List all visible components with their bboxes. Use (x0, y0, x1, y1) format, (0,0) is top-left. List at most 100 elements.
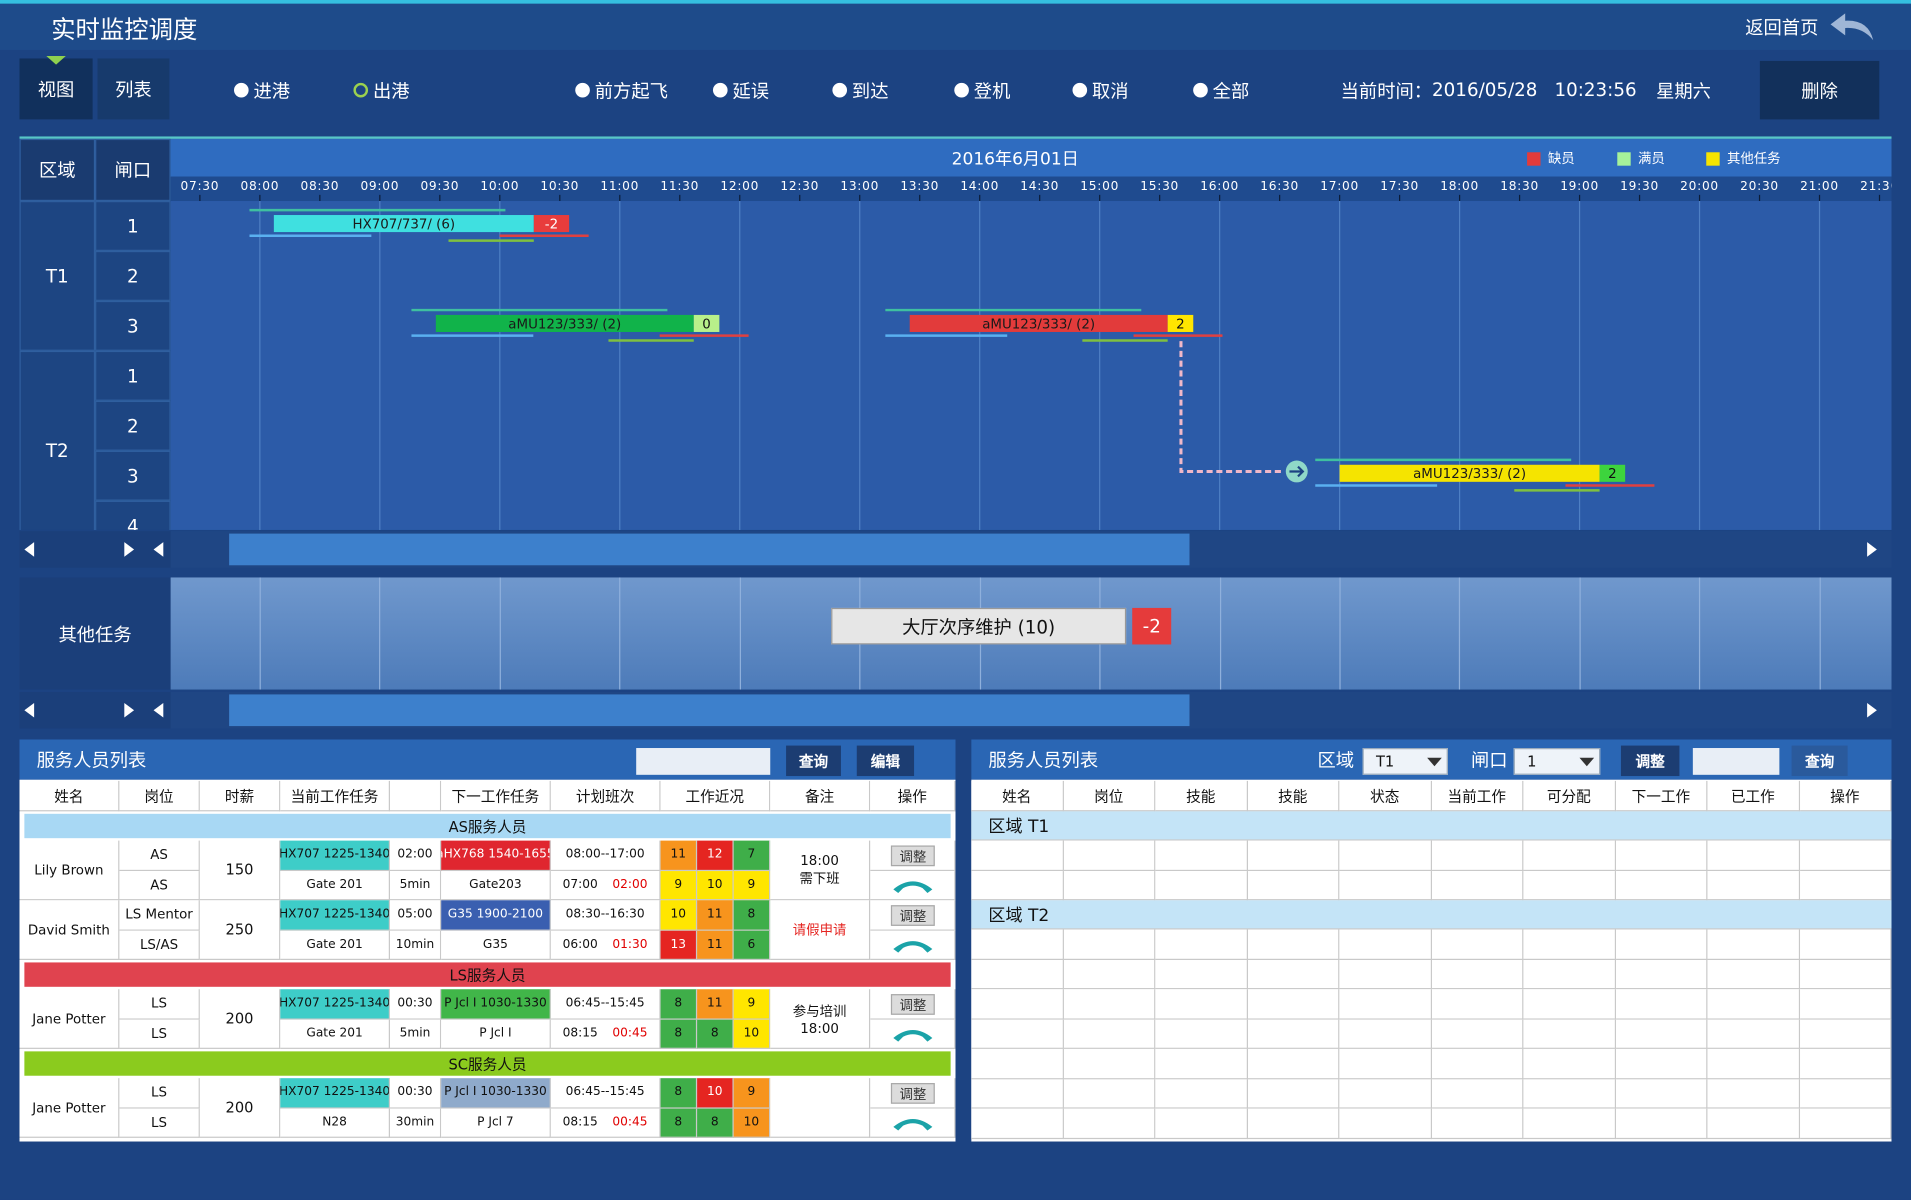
time-tick-label: 11:00 (600, 179, 639, 193)
table-cell (1155, 1078, 1248, 1109)
scroll-thumb[interactable] (229, 533, 1190, 566)
filter-label[interactable]: 全部 (1212, 79, 1250, 102)
cell-divider (259, 577, 261, 690)
table-cell (971, 1078, 1064, 1109)
scroll-arrow[interactable] (1867, 542, 1877, 557)
filter-label[interactable]: 出港 (372, 79, 410, 102)
gate-cell: 2 (95, 250, 171, 301)
filter-radio[interactable] (234, 82, 249, 98)
table-cell (1431, 989, 1524, 1020)
status-cell: 8 (660, 1108, 698, 1138)
role-cell: LS (119, 989, 200, 1020)
table-cell (1707, 929, 1800, 960)
status-cell: 8 (660, 1078, 698, 1109)
call-icon[interactable] (891, 1025, 935, 1042)
home-link[interactable]: 返回首页 (1745, 16, 1819, 39)
scroll-arrow[interactable] (124, 702, 135, 718)
table-cell (1707, 1019, 1800, 1049)
header-cell: 下一工作 (1615, 780, 1708, 812)
table-cell (1615, 1048, 1708, 1079)
back-icon[interactable] (1828, 10, 1877, 44)
scroll-arrow[interactable] (124, 542, 135, 557)
call-icon[interactable] (891, 1114, 935, 1131)
header-cell (390, 780, 442, 812)
header-cell: 技能 (1155, 780, 1248, 812)
filter-radio[interactable] (575, 82, 590, 98)
adjust-button[interactable]: 调整 (890, 994, 935, 1015)
call-icon[interactable] (891, 877, 935, 894)
filter-radio[interactable] (353, 82, 369, 98)
filter-radio[interactable] (1072, 82, 1088, 98)
adjust-button[interactable]: 调整 (890, 845, 935, 867)
operation-cell (870, 1108, 956, 1138)
view-tab[interactable]: 列表 (97, 58, 170, 120)
role-cell: AS (119, 870, 200, 901)
status-cell: 10 (733, 1019, 771, 1049)
adjust-button[interactable]: 调整 (890, 905, 935, 926)
table-cell (1615, 929, 1708, 960)
filter-radio[interactable] (954, 82, 969, 98)
next-task-cell: G35 1900-2100 (441, 900, 551, 931)
wage-cell: 250 (199, 900, 281, 960)
gantt-chart: 07:30 08:00 08:30 09:00 09:30 10:00 10:30 11:00… (170, 176, 1892, 530)
view-tab[interactable]: 视图 (19, 58, 93, 120)
section-row: 区域 T2 (971, 900, 1892, 930)
panel-top-line (19, 136, 1892, 139)
header-cell: 状态 (1339, 780, 1432, 812)
search-input[interactable] (636, 748, 771, 775)
time-label: 当前时间： (1340, 79, 1433, 102)
filter-radio[interactable] (1193, 82, 1208, 98)
legend-swatch (1706, 152, 1720, 166)
gantt-header: 区域 (19, 138, 96, 202)
table-cell (1523, 1108, 1616, 1139)
adjust-button[interactable]: 调整 (890, 1083, 935, 1104)
scroll-arrow[interactable] (1867, 702, 1877, 718)
filter-label[interactable]: 前方起飞 (594, 79, 668, 102)
header-cell: 岗位 (1063, 780, 1156, 812)
table-cell (1523, 929, 1616, 960)
call-icon[interactable] (891, 936, 935, 953)
table-cell (1799, 929, 1892, 960)
filter-label[interactable]: 取消 (1092, 79, 1129, 102)
task-link (1179, 341, 1283, 473)
scroll-arrow[interactable] (153, 542, 164, 557)
status-cell: 11 (697, 930, 734, 960)
scroll-arrow[interactable] (24, 702, 35, 718)
scroll-arrow[interactable] (24, 542, 35, 557)
search-input[interactable] (1692, 748, 1780, 775)
role-cell: LS (119, 1019, 200, 1049)
search-button[interactable]: 查询 (1791, 745, 1848, 777)
gate-cell: 3 (95, 300, 171, 351)
status-cell: 11 (697, 900, 734, 931)
table-cell (1615, 989, 1708, 1020)
table-cell (971, 989, 1064, 1020)
task-bar (435, 314, 694, 332)
table-cell (1063, 840, 1156, 871)
filter-radio[interactable] (712, 82, 728, 98)
status-cell: 6 (733, 930, 771, 960)
scroll-arrow[interactable] (153, 702, 164, 718)
filter-label[interactable]: 到达 (851, 79, 889, 102)
table-cell (1523, 870, 1616, 901)
status-cell: 10 (733, 1108, 771, 1138)
scroll-thumb[interactable] (229, 694, 1190, 727)
gate-label: 闸口 (1471, 749, 1508, 772)
delete-button[interactable]: 删除 (1759, 60, 1880, 120)
legend-swatch (1617, 152, 1631, 166)
active-tab-marker (46, 56, 66, 65)
remark-cell: 18:00 需下班 (770, 840, 871, 901)
shift-start: 07:00 (562, 878, 598, 892)
edit-button[interactable]: 编辑 (856, 745, 915, 777)
filter-label[interactable]: 进港 (253, 79, 291, 102)
filter-label[interactable]: 延误 (732, 79, 770, 102)
search-button[interactable]: 查询 (786, 745, 841, 777)
filter-radio[interactable] (832, 82, 848, 98)
header-cell: 姓名 (19, 780, 120, 812)
task-label: HX707/737/ (6) (353, 217, 456, 232)
table-cell (1155, 870, 1248, 901)
adjust-button[interactable]: 调整 (1620, 745, 1680, 777)
filter-label[interactable]: 登机 (973, 79, 1011, 102)
table-cell (1339, 1048, 1432, 1079)
header-cell: 可分配 (1523, 780, 1616, 812)
